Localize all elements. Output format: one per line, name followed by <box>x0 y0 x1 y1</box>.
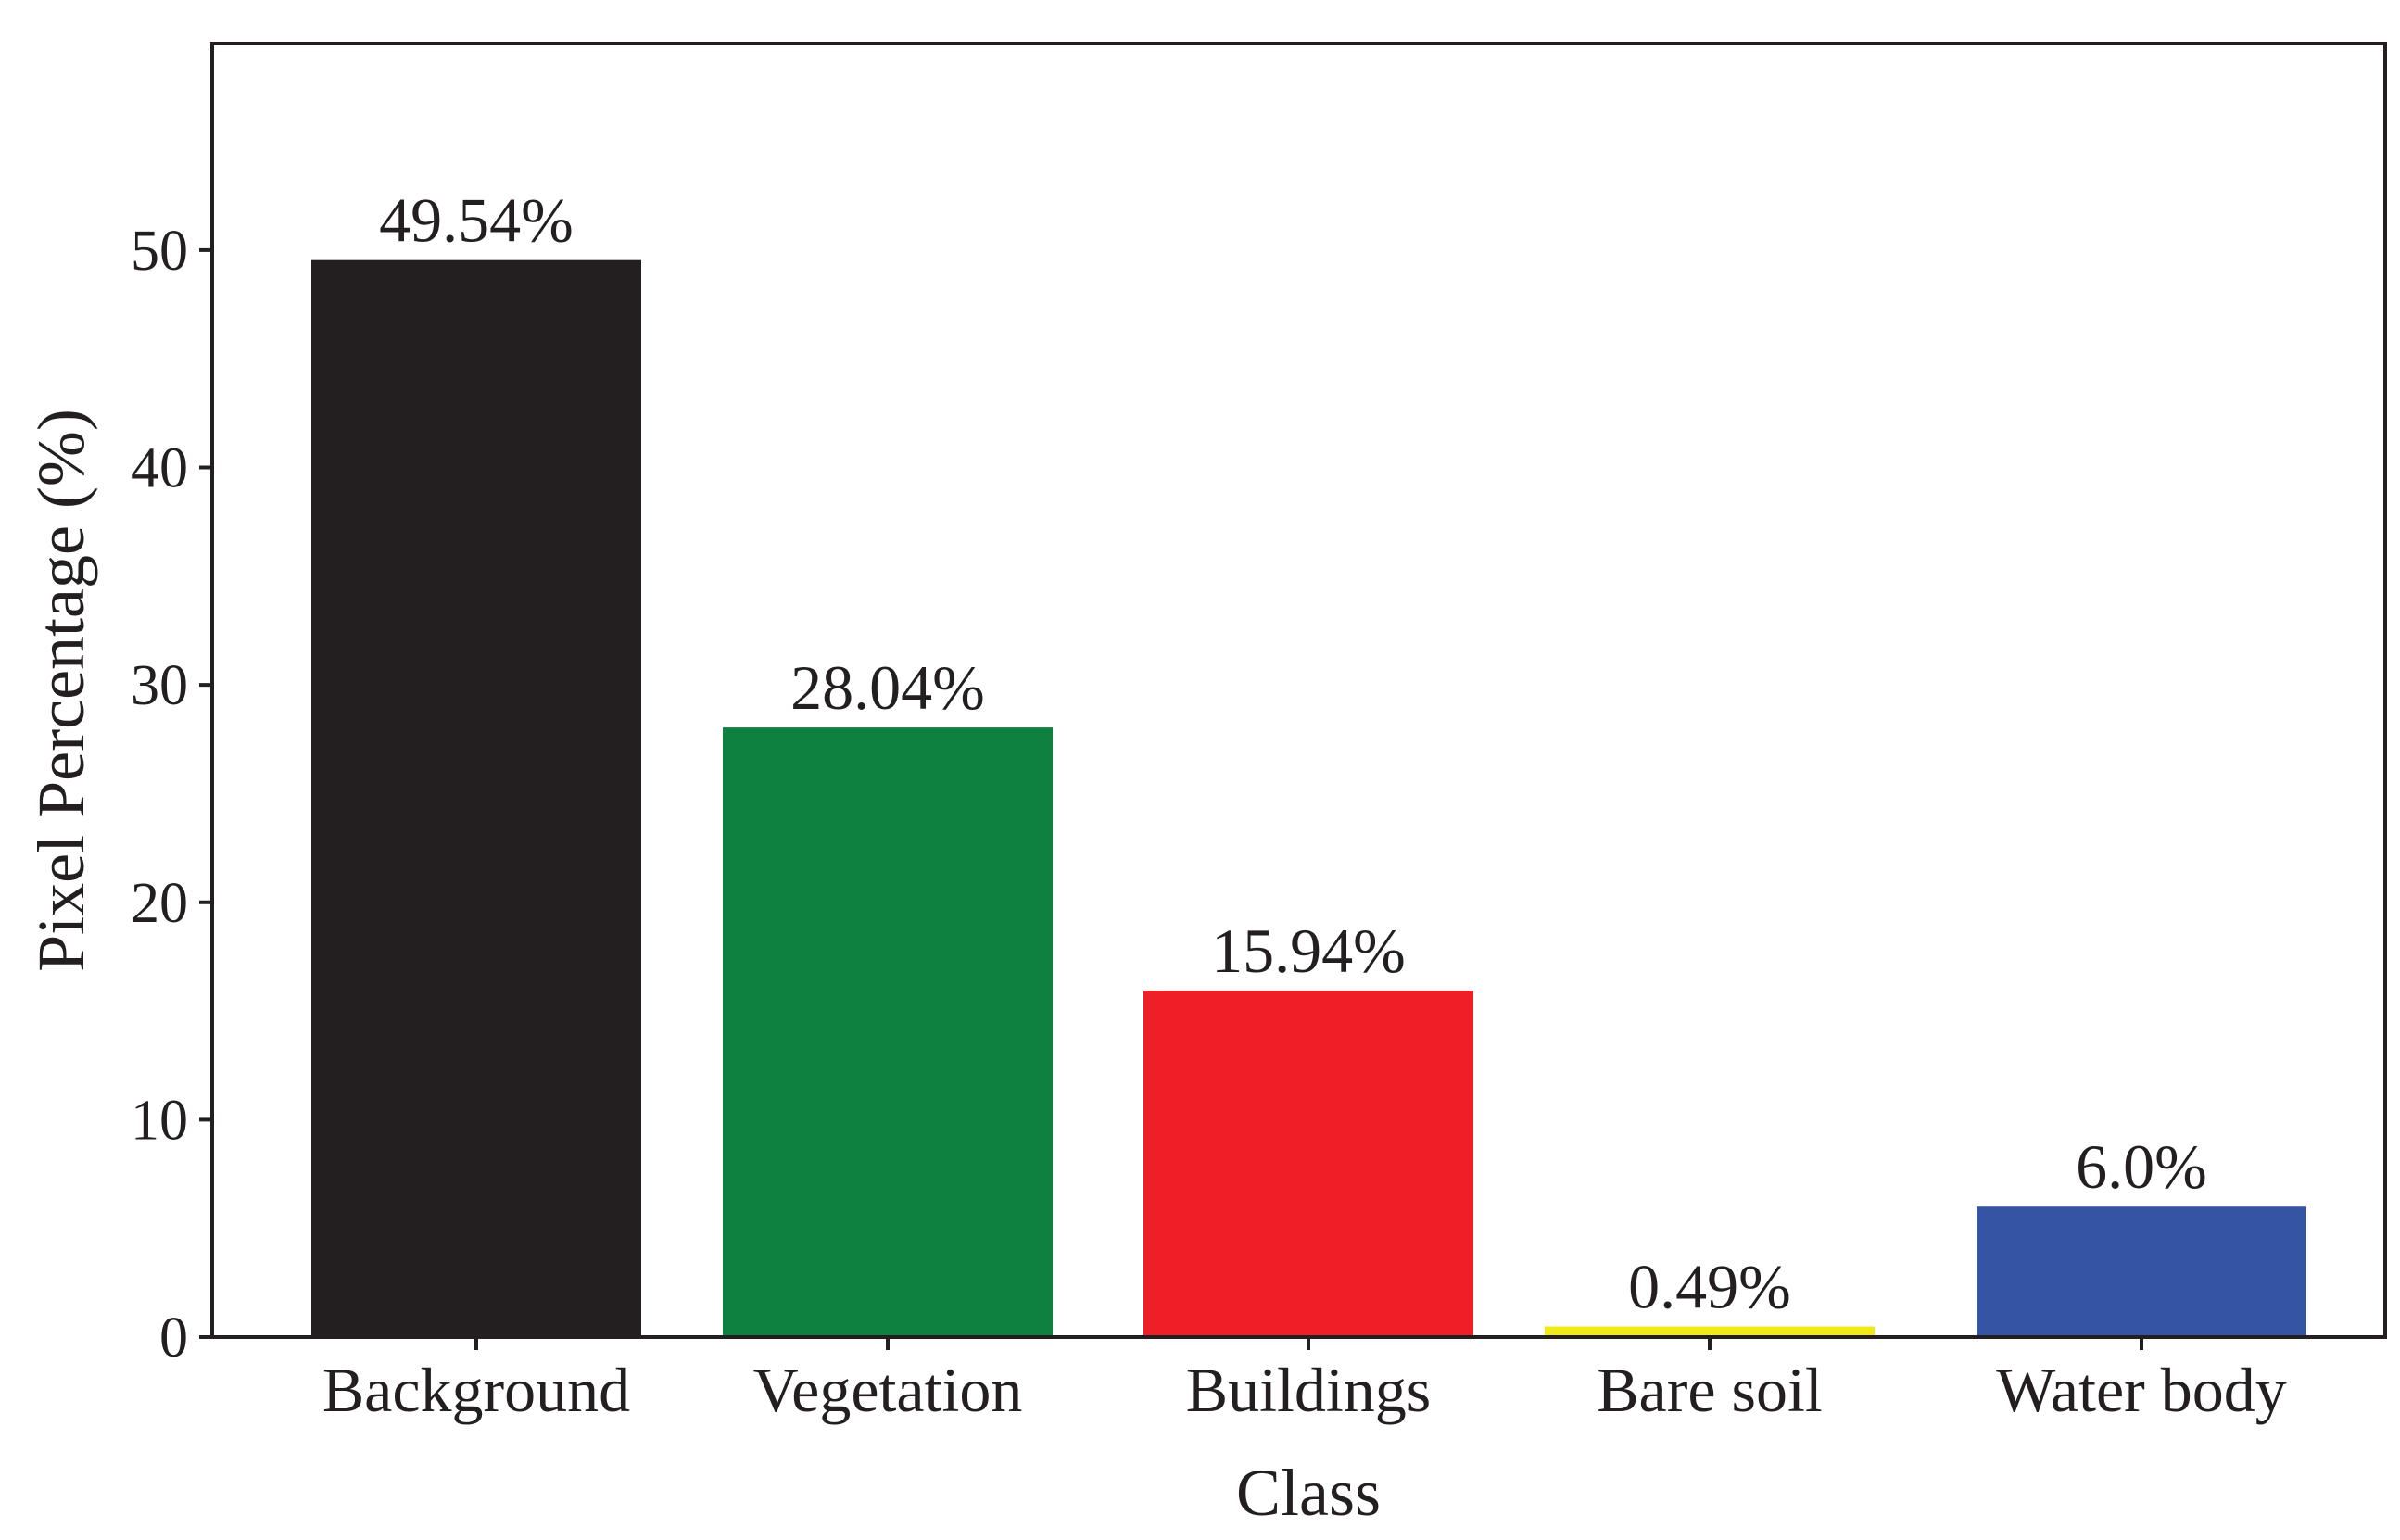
bar-bare-soil <box>1545 1326 1875 1337</box>
bar-vegetation <box>723 727 1053 1337</box>
y-tick-label-0: 0 <box>159 1306 188 1370</box>
x-tick-label-vegetation: Vegetation <box>753 1355 1023 1425</box>
y-axis-title: Pixel Percentage (%) <box>24 409 98 972</box>
y-axis-ticks: 0 10 20 30 40 50 <box>131 220 212 1370</box>
data-label-water-body: 6.0% <box>2076 1131 2207 1202</box>
y-tick-label-10: 10 <box>131 1089 188 1152</box>
x-tick-label-bare-soil: Bare soil <box>1597 1355 1823 1425</box>
x-axis-ticks: Background Vegetation Buildings Bare soil Wa… <box>322 1337 2287 1425</box>
data-label-background: 49.54% <box>379 185 574 256</box>
bar-background <box>311 259 641 1337</box>
x-tick-label-background: Background <box>322 1355 630 1425</box>
y-tick-label-20: 20 <box>131 872 188 935</box>
data-labels-group: 49.54% 28.04% 15.94% 0.49% 6.0% <box>379 185 2207 1322</box>
y-tick-label-50: 50 <box>131 220 188 283</box>
bar-water-body <box>1977 1206 2306 1337</box>
data-label-vegetation: 28.04% <box>790 652 985 723</box>
x-tick-label-buildings: Buildings <box>1186 1355 1432 1425</box>
bars-group <box>311 259 2306 1337</box>
y-tick-label-40: 40 <box>131 437 188 500</box>
x-tick-label-water-body: Water body <box>1996 1355 2287 1425</box>
y-tick-label-30: 30 <box>131 654 188 717</box>
bar-buildings <box>1143 991 1473 1337</box>
data-label-bare-soil: 0.49% <box>1628 1252 1791 1322</box>
plot-frame <box>210 42 2387 1339</box>
data-label-buildings: 15.94% <box>1211 915 1406 986</box>
x-axis-title: Class <box>1236 1456 1381 1530</box>
